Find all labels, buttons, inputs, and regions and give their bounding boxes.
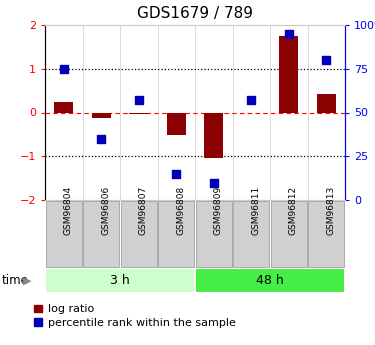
Text: time: time [2,274,29,287]
Point [173,171,179,177]
FancyBboxPatch shape [271,201,307,267]
Point [136,98,142,103]
Bar [129,112,148,114]
FancyBboxPatch shape [308,201,344,267]
FancyBboxPatch shape [195,268,345,293]
Bar [167,112,186,135]
Point [286,31,292,37]
FancyBboxPatch shape [158,201,194,267]
FancyBboxPatch shape [45,268,195,293]
Bar [92,112,111,118]
Text: GSM96807: GSM96807 [139,186,148,235]
Text: 3 h: 3 h [110,274,130,287]
Text: GSM96806: GSM96806 [101,186,110,235]
Text: 48 h: 48 h [256,274,284,287]
Text: GSM96804: GSM96804 [64,186,73,235]
FancyBboxPatch shape [233,201,269,267]
FancyBboxPatch shape [83,201,119,267]
Point [323,57,329,63]
Bar [317,94,336,112]
FancyBboxPatch shape [196,201,232,267]
Text: GSM96813: GSM96813 [326,186,335,235]
FancyBboxPatch shape [46,201,82,267]
Text: ▶: ▶ [23,276,31,286]
Bar [204,112,223,158]
Point [98,136,104,141]
Text: GSM96811: GSM96811 [251,186,260,235]
Bar [279,36,298,112]
Legend: log ratio, percentile rank within the sample: log ratio, percentile rank within the sa… [30,300,240,332]
Text: GSM96808: GSM96808 [176,186,185,235]
Point [248,98,254,103]
Bar [54,101,73,112]
FancyBboxPatch shape [121,201,157,267]
Text: GSM96809: GSM96809 [214,186,223,235]
Text: GSM96812: GSM96812 [289,186,298,235]
Point [211,180,217,185]
Title: GDS1679 / 789: GDS1679 / 789 [137,6,253,21]
Point [61,66,67,71]
